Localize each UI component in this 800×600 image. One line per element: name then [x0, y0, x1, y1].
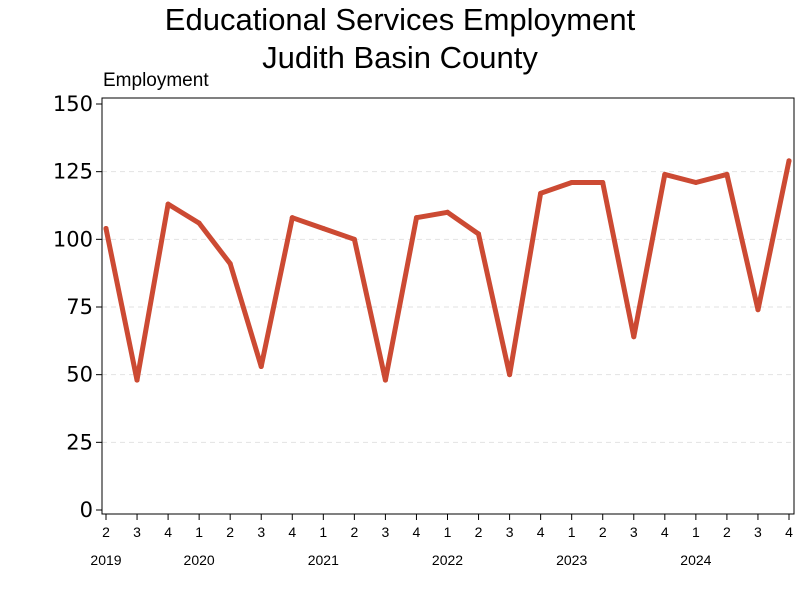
x-axis-year-labels: 2019 2020 2021 2022 2023 2024: [90, 552, 711, 568]
x-tick-label: 3: [257, 524, 265, 540]
data-point: [320, 226, 326, 232]
data-point: [507, 372, 513, 378]
data-point: [445, 209, 450, 215]
x-axis-ticks: 2 3 4 1 2 3 4 1 2 3 4 1 2 3 4 1 2 3 4 1 2 3 4: [102, 514, 793, 540]
y-axis-ticks: 0 25 50 75 100 125 150: [53, 92, 102, 522]
data-point: [134, 377, 140, 383]
x-year-label-2019: 2019: [90, 552, 121, 568]
x-tick-label: 2: [599, 524, 607, 540]
data-point: [351, 236, 357, 242]
data-point: [600, 179, 606, 185]
x-tick-label: 1: [568, 524, 576, 540]
y-tick-label: 100: [53, 227, 93, 251]
data-point: [631, 334, 637, 340]
x-tick-label: 2: [475, 524, 483, 540]
x-tick-label: 2: [350, 524, 358, 540]
chart-title-line-1: Educational Services Employment: [165, 2, 636, 37]
y-axis-label: Employment: [103, 70, 209, 91]
data-point: [693, 179, 699, 185]
x-tick-label: 2: [226, 524, 234, 540]
data-point: [724, 171, 730, 177]
gridlines: [102, 171, 794, 443]
data-point: [258, 364, 264, 370]
data-point: [538, 190, 544, 196]
x-tick-label: 1: [444, 524, 452, 540]
y-tick-label: 0: [80, 498, 93, 522]
x-tick-label: 4: [164, 524, 172, 540]
data-point: [103, 226, 109, 232]
data-point: [786, 158, 792, 164]
x-year-label-2022: 2022: [432, 552, 463, 568]
x-tick-label: 2: [102, 524, 110, 540]
x-year-label-2024: 2024: [680, 552, 711, 568]
chart-title-line-2: Judith Basin County: [262, 40, 538, 75]
data-point: [662, 171, 668, 177]
x-tick-label: 4: [661, 524, 669, 540]
data-point: [227, 261, 233, 267]
x-tick-label: 1: [319, 524, 327, 540]
x-tick-label: 3: [754, 524, 762, 540]
y-tick-label: 125: [53, 160, 93, 184]
y-tick-label: 150: [53, 92, 93, 116]
series-group: [103, 158, 792, 383]
x-year-label-2020: 2020: [184, 552, 215, 568]
x-year-label-2021: 2021: [308, 552, 339, 568]
series-line-0: [103, 158, 792, 383]
data-point: [196, 220, 202, 226]
x-tick-label: 3: [382, 524, 390, 540]
x-tick-label: 1: [195, 524, 203, 540]
x-tick-label: 1: [692, 524, 700, 540]
x-tick-label: 3: [133, 524, 141, 540]
y-tick-label: 75: [66, 295, 93, 319]
x-tick-label: 4: [537, 524, 545, 540]
data-point: [165, 201, 171, 207]
data-point: [382, 377, 388, 383]
x-tick-label: 4: [785, 524, 793, 540]
y-tick-label: 50: [66, 363, 93, 387]
data-point: [755, 307, 761, 313]
data-point: [413, 215, 419, 221]
data-point: [569, 179, 575, 185]
x-tick-label: 2: [723, 524, 731, 540]
y-tick-label: 25: [66, 430, 93, 454]
x-tick-label: 3: [630, 524, 638, 540]
x-tick-label: 4: [288, 524, 296, 540]
x-year-label-2023: 2023: [556, 552, 587, 568]
data-point: [476, 231, 482, 237]
x-tick-label: 4: [413, 524, 421, 540]
data-point: [289, 215, 295, 221]
x-tick-label: 3: [506, 524, 514, 540]
plot-frame: [101, 97, 795, 515]
